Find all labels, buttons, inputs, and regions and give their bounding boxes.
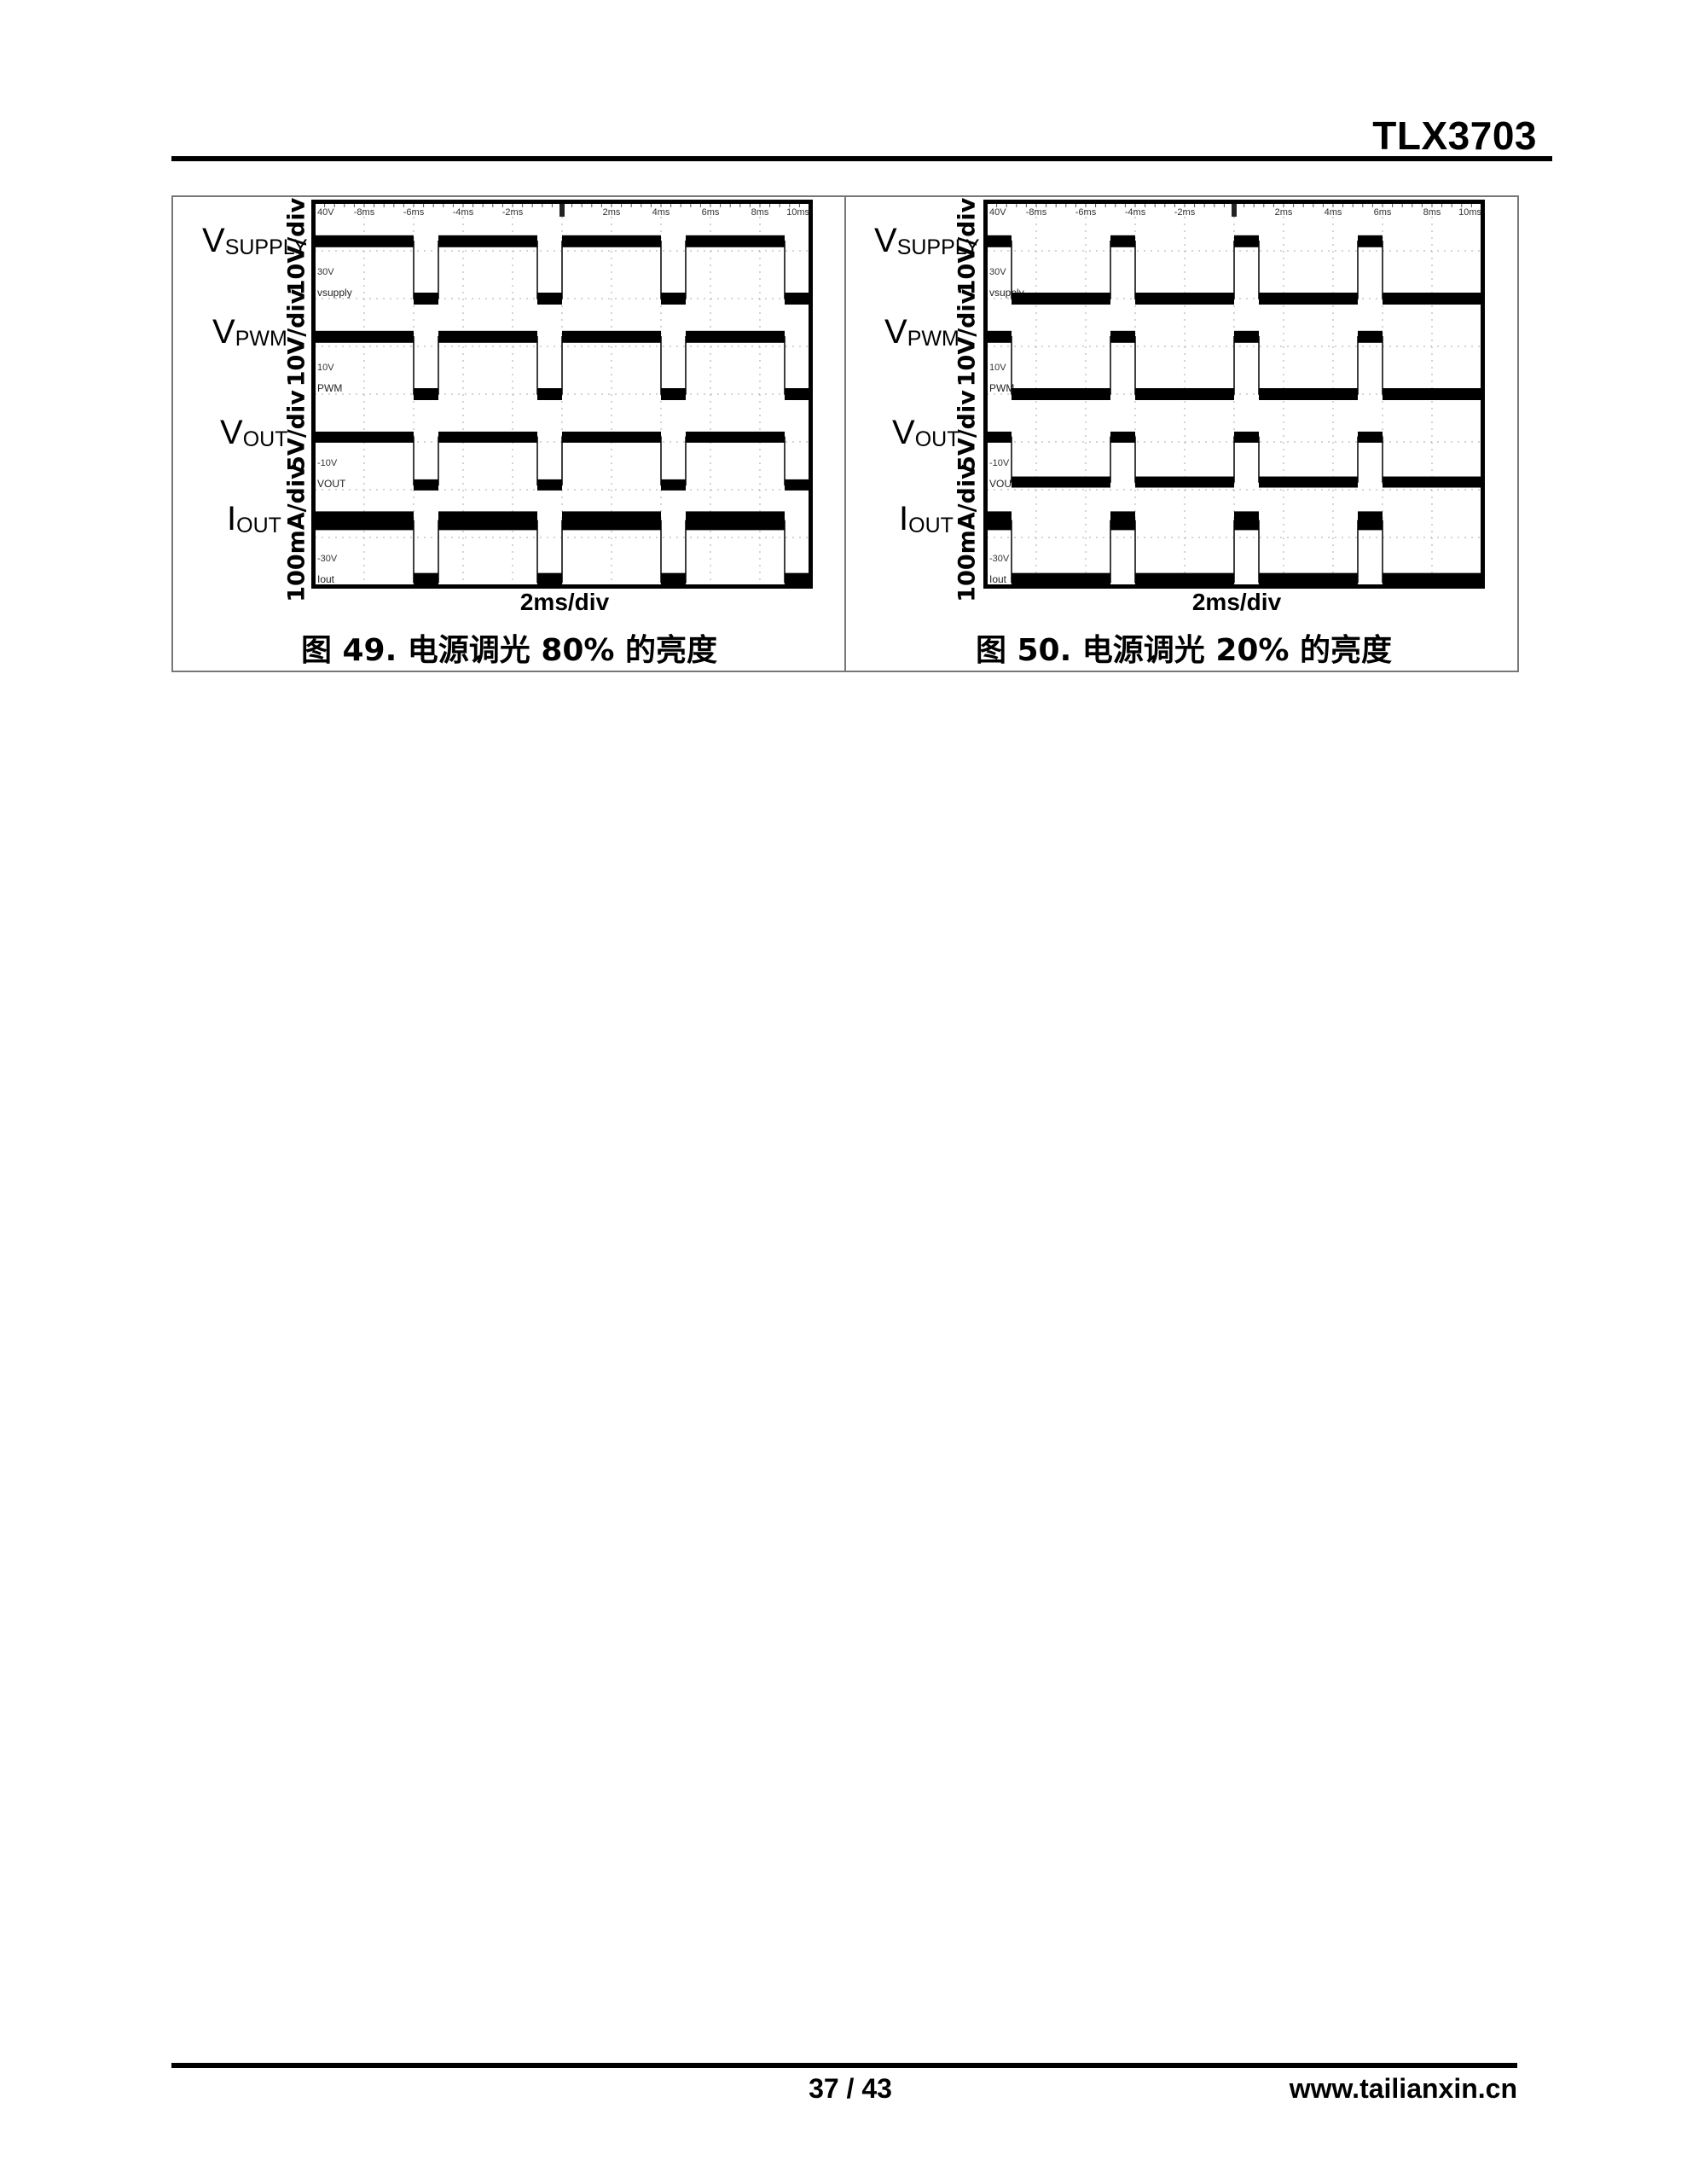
footer-rule	[171, 2063, 1517, 2068]
header-rule	[171, 156, 1552, 161]
channel-subscript: OUT	[236, 514, 281, 537]
tick-label: 2ms	[603, 207, 621, 218]
waveform-trace-vsupply	[987, 241, 1481, 299]
channel-label-vpwm: VPWM	[212, 315, 287, 350]
channel-label-vsupply: VSUPPLY	[874, 224, 980, 258]
channel-symbol: V	[892, 414, 915, 451]
tick-label: 40V	[317, 207, 334, 218]
level-label: 10V	[317, 363, 334, 373]
channel-label-iout: IOUT	[899, 502, 954, 537]
channel-label-vout: VOUT	[220, 415, 287, 450]
tick-label: 6ms	[1374, 207, 1392, 218]
tick-label: 10ms	[1458, 207, 1481, 218]
channel-label-iout: IOUT	[227, 502, 281, 537]
page-number: 37 / 43	[809, 2073, 892, 2104]
channel-subscript: OUT	[908, 514, 954, 537]
channel-tag: Iout	[317, 573, 335, 585]
figure-divider	[844, 195, 846, 671]
tick-label: -6ms	[1075, 207, 1097, 218]
tick-label: -4ms	[453, 207, 474, 218]
channel-label-vsupply: VSUPPLY	[202, 224, 308, 258]
channel-subscript: OUT	[914, 427, 960, 451]
waveform-trace-pwm	[315, 336, 809, 395]
waveform-trace-iout	[315, 520, 809, 584]
channel-tag: VOUT	[317, 478, 346, 490]
tick-label: -8ms	[354, 207, 375, 218]
channel-subscript: SUPPLY	[896, 235, 980, 259]
tick-label: 6ms	[702, 207, 720, 218]
level-label: -10V	[317, 458, 338, 468]
level-label: 10V	[989, 363, 1006, 373]
channel-label-vout: VOUT	[892, 415, 959, 450]
x-axis-label: 2ms/div	[519, 589, 610, 615]
plot-frame	[311, 200, 813, 589]
tick-label: -2ms	[502, 207, 524, 218]
channel-symbol: V	[220, 414, 243, 451]
tick-label: 8ms	[751, 207, 769, 218]
document-title: TLX3703	[1372, 113, 1537, 158]
level-label: -30V	[317, 554, 338, 564]
tick-label: 40V	[989, 207, 1006, 218]
trigger-marker-icon	[1232, 203, 1237, 217]
channel-symbol: V	[202, 222, 225, 259]
channel-tag: PWM	[317, 382, 342, 394]
channel-tag: vsupply	[317, 287, 352, 299]
plot-frame	[983, 200, 1485, 589]
tick-label: 4ms	[652, 207, 670, 218]
x-axis-label: 2ms/div	[1191, 589, 1282, 615]
channel-symbol: V	[874, 222, 897, 259]
channel-symbol: V	[884, 313, 907, 351]
scale-label-iout: 100mA/div	[283, 464, 310, 602]
oscilloscope-plot-80: 40V -8ms -6ms -4ms -2ms 2ms 4ms 6ms 8ms 10ms 30V vs…	[311, 200, 813, 589]
waveform-trace-vsupply	[315, 241, 809, 299]
level-label: -30V	[989, 554, 1010, 564]
level-label: 30V	[989, 267, 1006, 277]
trigger-marker-icon	[559, 203, 565, 217]
scale-label-vout: 5V/div	[283, 390, 310, 472]
channel-label-vpwm: VPWM	[884, 315, 959, 350]
tick-label: 8ms	[1423, 207, 1441, 218]
scale-label-iout: 100mA/div	[954, 464, 981, 602]
channel-tag: Iout	[989, 573, 1007, 585]
scale-label-vpwm: 10V/div	[283, 288, 310, 387]
tick-label: -4ms	[1125, 207, 1146, 218]
level-label: 30V	[317, 267, 334, 277]
scale-label-vpwm: 10V/div	[954, 288, 981, 387]
channel-subscript: OUT	[242, 427, 288, 451]
scale-label-vsupply: 10V/div	[954, 197, 981, 296]
channel-symbol: V	[212, 313, 235, 351]
channel-tag: PWM	[989, 382, 1014, 394]
tick-label: -6ms	[403, 207, 425, 218]
tick-label: 10ms	[786, 207, 809, 218]
figure-caption: 图 50. 电源调光 20% 的亮度	[975, 633, 1393, 668]
figure-caption: 图 49. 电源调光 80% 的亮度	[300, 633, 718, 668]
channel-subscript: SUPPLY	[224, 235, 308, 259]
tick-label: -2ms	[1174, 207, 1196, 218]
waveform-trace-pwm	[987, 336, 1481, 395]
waveform-trace-vout	[987, 436, 1481, 483]
scale-label-vsupply: 10V/div	[283, 197, 310, 296]
tick-label: 4ms	[1325, 207, 1342, 218]
scale-label-vout: 5V/div	[954, 390, 981, 472]
waveform-trace-iout	[987, 520, 1481, 584]
tick-label: 2ms	[1275, 207, 1293, 218]
channel-subscript: PWM	[907, 327, 959, 351]
channel-symbol: I	[899, 500, 909, 537]
oscilloscope-plot-20: 40V -8ms -6ms -4ms -2ms 2ms 4ms 6ms 8ms 10ms30Vvs…	[983, 200, 1485, 589]
tick-label: -8ms	[1026, 207, 1047, 218]
channel-subscript: PWM	[235, 327, 287, 351]
level-label: -10V	[989, 458, 1010, 468]
website-link[interactable]: www.tailianxin.cn	[1289, 2073, 1517, 2104]
channel-symbol: I	[227, 500, 237, 537]
waveform-trace-vout	[315, 436, 809, 486]
